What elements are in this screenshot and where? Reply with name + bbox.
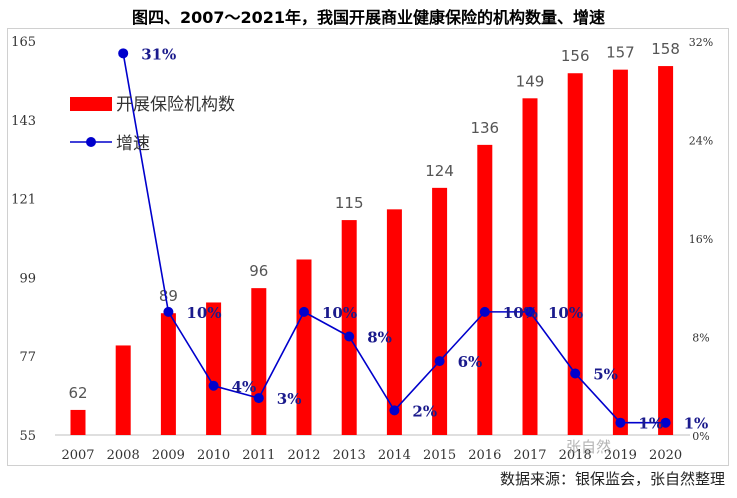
bar <box>612 69 628 436</box>
bar <box>522 98 538 436</box>
right-axis-ticks: 0% 8% 16% 24% 32% <box>689 36 713 443</box>
bar-labels: 62 89 96 115 124 136 149 156 157 158 <box>68 40 679 402</box>
x-tick-label: 2012 <box>287 448 320 463</box>
legend-line-label: 增速 <box>116 134 150 154</box>
growth-labels: 31% 10% 4% 3% 10% 8% 2% 6% 10% 10% 5% 1% 1% <box>141 45 708 432</box>
growth-value-label: 8% <box>367 329 392 347</box>
left-axis-ticks: 55 77 99 121 143 165 <box>11 35 36 444</box>
chart-title: 图四、2007～2021年，我国开展商业健康保险的机构数量、增速 <box>131 8 606 27</box>
bar-value-label: 62 <box>68 384 87 402</box>
bars <box>70 66 674 436</box>
bar <box>70 409 86 435</box>
growth-value-label: 3% <box>277 390 302 408</box>
growth-point <box>208 380 219 391</box>
x-tick-label: 2014 <box>378 448 411 463</box>
growth-value-label: 4% <box>232 378 257 396</box>
growth-value-label: 6% <box>458 353 483 371</box>
growth-point <box>163 306 174 317</box>
growth-value-label: 10% <box>548 304 583 322</box>
left-tick-label: 99 <box>19 271 36 286</box>
x-tick-label: 2009 <box>152 448 185 463</box>
bar-value-label: 124 <box>425 162 454 180</box>
bar-value-label: 96 <box>249 262 268 280</box>
growth-points <box>118 48 671 428</box>
bar <box>567 73 583 436</box>
growth-point <box>299 306 309 317</box>
bar <box>206 302 222 435</box>
x-axis-ticks: 2007 2008 2009 2010 2011 2012 2013 2014 2015 2016… <box>61 448 682 463</box>
legend-bar-swatch <box>70 97 112 111</box>
bar <box>160 313 176 435</box>
right-tick-label: 0% <box>692 430 709 443</box>
growth-value-label: 10% <box>503 304 538 322</box>
growth-point <box>118 48 129 59</box>
growth-value-label: 2% <box>412 402 437 420</box>
right-tick-label: 24% <box>689 135 713 148</box>
bar <box>341 220 357 435</box>
growth-value-label: 5% <box>593 365 618 383</box>
chart-frame <box>7 28 729 466</box>
growth-point <box>660 417 671 428</box>
left-tick-label: 143 <box>11 114 36 129</box>
growth-value-label: 10% <box>186 304 221 322</box>
x-tick-label: 2011 <box>242 448 275 463</box>
left-tick-label: 77 <box>19 350 36 365</box>
right-tick-label: 16% <box>689 233 713 246</box>
growth-point <box>615 417 626 428</box>
bar-value-label: 158 <box>651 40 680 58</box>
bar <box>477 144 493 435</box>
right-tick-label: 8% <box>692 332 709 345</box>
growth-point <box>570 368 581 379</box>
growth-value-label: 1% <box>638 415 663 433</box>
left-tick-label: 121 <box>11 193 36 208</box>
x-tick-label: 2019 <box>604 448 637 463</box>
growth-value-label: 10% <box>322 304 357 322</box>
growth-point <box>389 405 400 416</box>
x-tick-label: 2013 <box>333 448 366 463</box>
bar <box>386 209 402 435</box>
growth-value-label: 1% <box>684 415 709 433</box>
bar <box>658 66 674 435</box>
left-tick-label: 55 <box>19 429 36 444</box>
legend-bar-label: 开展保险机构数 <box>116 95 235 115</box>
legend-line-marker <box>86 137 96 147</box>
bar-value-label: 156 <box>561 47 590 65</box>
bar <box>115 345 131 435</box>
growth-point <box>253 393 264 404</box>
bar-value-label: 115 <box>335 194 364 212</box>
growth-point <box>525 306 535 317</box>
growth-value-label: 31% <box>141 45 176 63</box>
x-tick-label: 2018 <box>559 448 592 463</box>
x-tick-label: 2015 <box>423 448 456 463</box>
right-tick-label: 32% <box>689 36 713 49</box>
bar-value-label: 149 <box>516 72 545 90</box>
growth-point <box>344 331 355 342</box>
bar-value-label: 89 <box>159 287 178 305</box>
bar <box>296 259 312 435</box>
x-tick-label: 2008 <box>107 448 140 463</box>
bar-value-label: 157 <box>606 44 635 62</box>
source-note: 数据来源：银保监会，张自然整理 <box>499 470 725 488</box>
bar-value-label: 136 <box>470 119 499 137</box>
x-tick-label: 2017 <box>513 448 546 463</box>
bar <box>251 288 267 435</box>
x-tick-label: 2007 <box>61 448 94 463</box>
x-tick-label: 2010 <box>197 448 230 463</box>
x-tick-label: 2020 <box>649 448 682 463</box>
x-tick-label: 2016 <box>468 448 501 463</box>
left-tick-label: 165 <box>11 35 36 50</box>
growth-point <box>434 356 445 367</box>
watermark: 张自然 <box>566 438 612 456</box>
growth-point <box>479 306 490 317</box>
bar <box>432 187 448 435</box>
